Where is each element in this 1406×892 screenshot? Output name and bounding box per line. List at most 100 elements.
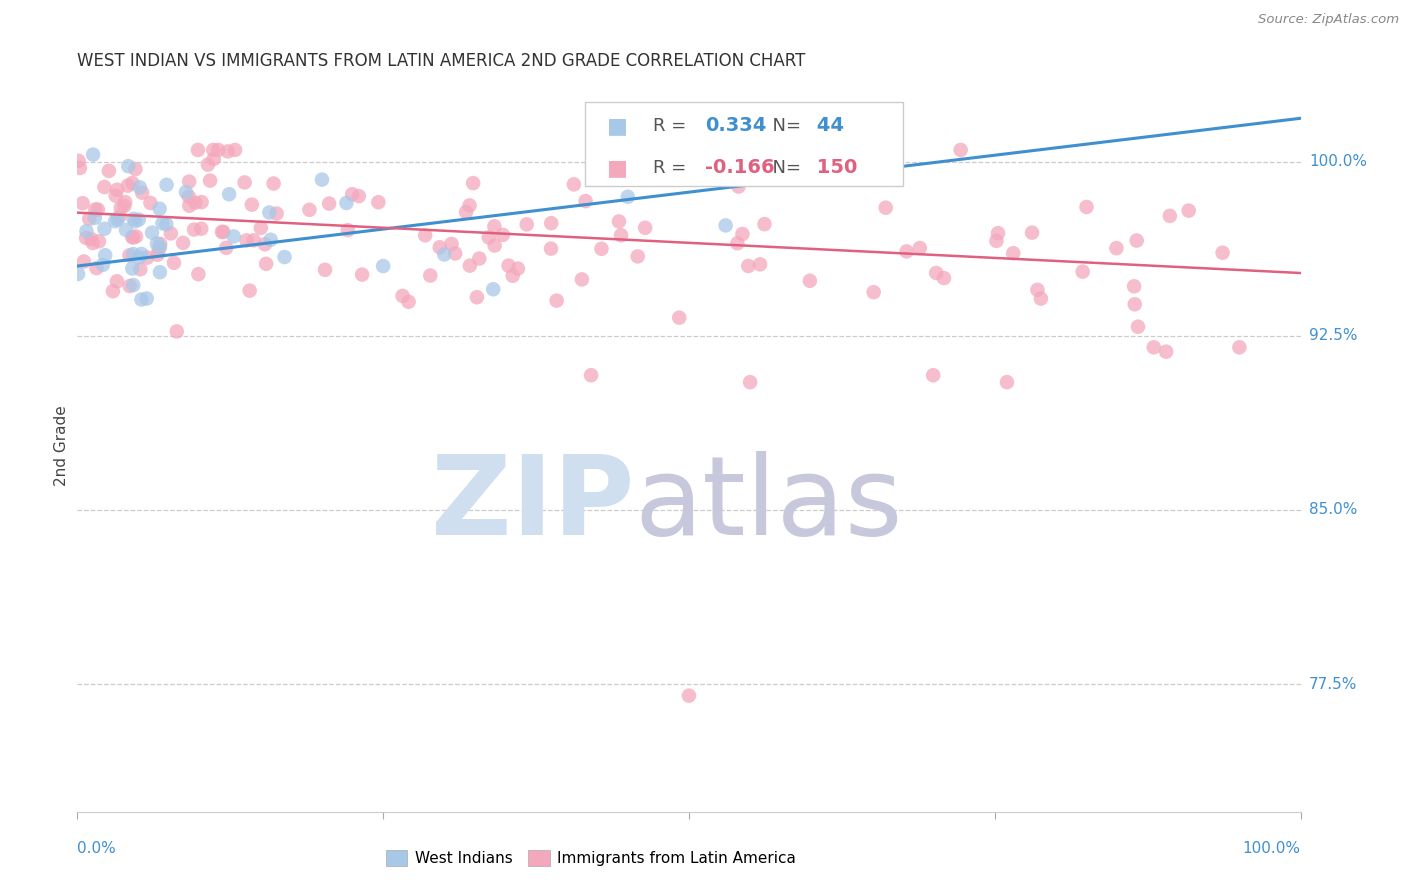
Point bbox=[104, 188, 127, 202]
Text: 77.5%: 77.5% bbox=[1309, 676, 1357, 691]
Point bbox=[112, 199, 135, 213]
Point bbox=[336, 223, 359, 237]
Point bbox=[179, 175, 201, 189]
Point bbox=[634, 220, 657, 235]
Point bbox=[731, 227, 754, 241]
Point bbox=[187, 267, 209, 281]
Point bbox=[235, 233, 257, 247]
Point bbox=[617, 190, 640, 204]
Point bbox=[211, 225, 233, 239]
Point bbox=[1177, 203, 1199, 218]
Point bbox=[419, 268, 441, 283]
Point bbox=[371, 259, 394, 273]
Point bbox=[259, 233, 281, 247]
Point bbox=[118, 248, 141, 262]
Point bbox=[463, 176, 485, 190]
Point bbox=[202, 152, 225, 166]
Point bbox=[740, 375, 762, 389]
Point bbox=[1212, 245, 1234, 260]
Point bbox=[311, 172, 333, 186]
Point bbox=[141, 226, 163, 240]
Point bbox=[579, 368, 602, 383]
Point bbox=[444, 246, 467, 260]
Point bbox=[710, 157, 733, 171]
Text: 100.0%: 100.0% bbox=[1243, 841, 1301, 856]
Point bbox=[429, 240, 451, 254]
Point bbox=[678, 154, 700, 169]
Point bbox=[87, 202, 110, 217]
Point bbox=[149, 240, 172, 254]
Point bbox=[217, 145, 239, 159]
Point bbox=[233, 176, 256, 190]
Point bbox=[146, 236, 169, 251]
Point bbox=[1154, 344, 1177, 359]
Point bbox=[108, 210, 131, 224]
Point bbox=[82, 235, 104, 250]
Point bbox=[87, 235, 110, 249]
Point bbox=[725, 236, 748, 251]
Point bbox=[398, 294, 420, 309]
Point bbox=[987, 226, 1010, 240]
Point bbox=[352, 268, 374, 282]
Point bbox=[335, 196, 357, 211]
Point bbox=[367, 195, 389, 210]
Point bbox=[121, 261, 143, 276]
Text: -0.166: -0.166 bbox=[704, 159, 775, 178]
Text: N=: N= bbox=[761, 117, 801, 135]
Point bbox=[121, 176, 143, 190]
Point bbox=[72, 196, 94, 211]
Point bbox=[202, 143, 225, 157]
Point bbox=[607, 214, 630, 228]
Point bbox=[215, 241, 238, 255]
Text: R =: R = bbox=[654, 117, 693, 135]
Point bbox=[149, 236, 172, 251]
Text: WEST INDIAN VS IMMIGRANTS FROM LATIN AMERICA 2ND GRADE CORRELATION CHART: WEST INDIAN VS IMMIGRANTS FROM LATIN AME… bbox=[77, 53, 806, 70]
Point bbox=[146, 248, 169, 262]
Point bbox=[149, 202, 172, 216]
Point bbox=[949, 143, 972, 157]
Point bbox=[391, 289, 413, 303]
Point bbox=[240, 197, 263, 211]
Point bbox=[155, 178, 177, 192]
Text: atlas: atlas bbox=[634, 451, 903, 558]
Point bbox=[135, 292, 157, 306]
Point bbox=[75, 224, 97, 238]
Point bbox=[105, 212, 128, 227]
Point bbox=[1021, 226, 1043, 240]
Point bbox=[1159, 209, 1181, 223]
Point bbox=[75, 231, 97, 245]
Point bbox=[69, 161, 91, 175]
Text: ZIP: ZIP bbox=[430, 451, 634, 558]
Point bbox=[273, 250, 295, 264]
Point bbox=[986, 234, 1008, 248]
Point bbox=[502, 268, 524, 283]
Point bbox=[128, 251, 150, 265]
Text: 0.334: 0.334 bbox=[704, 116, 766, 136]
Point bbox=[131, 293, 153, 307]
Point bbox=[484, 219, 506, 234]
Text: 150: 150 bbox=[810, 159, 858, 178]
Point bbox=[266, 206, 288, 220]
Text: N=: N= bbox=[761, 159, 801, 177]
Point bbox=[259, 205, 281, 219]
Point bbox=[155, 217, 177, 231]
Point bbox=[465, 290, 488, 304]
Point bbox=[122, 211, 145, 226]
Point bbox=[263, 177, 285, 191]
Point bbox=[83, 211, 105, 225]
Point bbox=[482, 282, 505, 296]
Point bbox=[124, 162, 146, 177]
Point bbox=[668, 310, 690, 325]
Point bbox=[139, 196, 162, 211]
Point bbox=[105, 183, 128, 197]
Point bbox=[908, 241, 931, 255]
Point bbox=[749, 257, 772, 271]
Point bbox=[678, 689, 700, 703]
Point bbox=[1071, 265, 1094, 279]
Point bbox=[118, 279, 141, 293]
Point bbox=[84, 202, 107, 217]
Legend: West Indians, Immigrants from Latin America: West Indians, Immigrants from Latin Amer… bbox=[378, 842, 804, 873]
Point bbox=[342, 187, 364, 202]
Text: ■: ■ bbox=[607, 116, 628, 136]
Point bbox=[506, 261, 529, 276]
